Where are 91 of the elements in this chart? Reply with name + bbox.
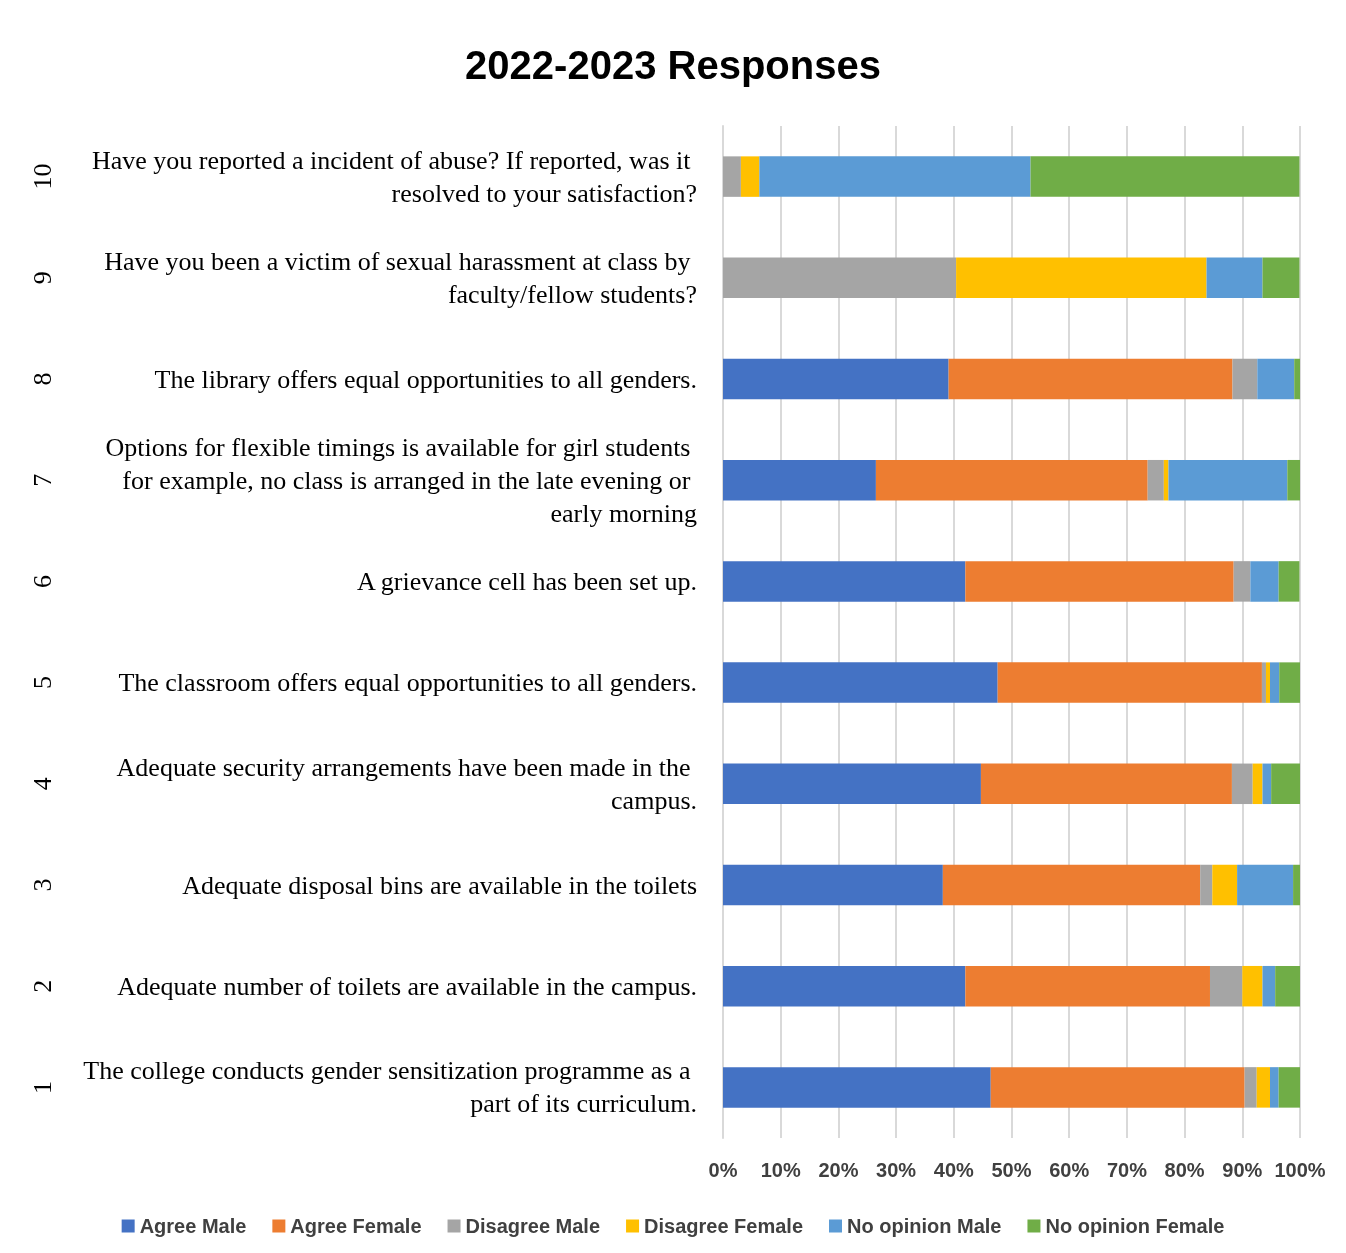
bar <box>1278 1067 1300 1108</box>
x-tick-label: 80% <box>1164 1159 1205 1181</box>
bar <box>723 763 981 805</box>
x-tick-label: 50% <box>991 1159 1032 1181</box>
text: 5 <box>27 676 57 690</box>
text: 3 <box>27 878 57 892</box>
bar <box>956 257 1207 299</box>
bar <box>1233 561 1251 602</box>
bar <box>1200 864 1213 906</box>
bar <box>942 864 1201 906</box>
y-tick-label: A grievance cell has been set up. <box>356 566 697 596</box>
legend-label: Agree Female <box>290 1215 422 1237</box>
bar <box>1262 763 1272 805</box>
x-tick-label: 90% <box>1222 1159 1263 1181</box>
bar <box>1257 358 1295 400</box>
bar <box>1209 965 1243 1007</box>
x-tick-label: 70% <box>1106 1159 1148 1181</box>
text: 9 <box>27 271 57 285</box>
y-tick-label: The library offers equal opportunities to all genders. <box>154 364 697 394</box>
bar <box>1278 561 1300 602</box>
bar <box>723 358 949 400</box>
bar <box>1287 459 1300 501</box>
bar <box>980 763 1232 805</box>
bar <box>1256 1067 1270 1108</box>
bar <box>1270 1067 1279 1108</box>
bar <box>990 1067 1245 1108</box>
bar <box>723 156 741 197</box>
bar <box>723 965 966 1007</box>
bar <box>1242 965 1263 1007</box>
x-tick-label: 0% <box>708 1159 738 1181</box>
bar <box>1294 358 1300 400</box>
bar <box>1270 662 1280 703</box>
text: 7 <box>27 473 57 487</box>
bar <box>723 561 966 602</box>
bar <box>1279 662 1300 703</box>
bar <box>1250 561 1279 602</box>
text: 1 <box>27 1080 57 1094</box>
bar <box>1232 358 1258 400</box>
bar <box>1244 1067 1257 1108</box>
x-tick-label: 40% <box>933 1159 975 1181</box>
x-tick-label: 20% <box>818 1159 859 1181</box>
bar <box>723 662 998 703</box>
legend-label: Disagree Female <box>644 1215 804 1237</box>
y-tick-label: The college conducts gender sensitization programme as a part of its curriculum. <box>83 1056 697 1119</box>
text: 6 <box>27 574 57 588</box>
x-tick-label: 30% <box>876 1159 917 1181</box>
y-tick-label: Adequate security arrangements have been made in the campus. <box>116 752 697 815</box>
text: 8 <box>27 372 57 386</box>
y-tick-label: Options for flexible timings is available for girl students for example, no class is arranged in the late evening or early morning <box>105 432 697 528</box>
x-tick-label: 10% <box>760 1159 801 1181</box>
bar <box>965 561 1234 602</box>
legend-label: No opinion Female <box>1045 1215 1225 1237</box>
bar <box>1262 257 1300 299</box>
y-tick-label: The classroom offers equal opportunities to all genders. <box>118 668 697 698</box>
legend-label: Agree Male <box>139 1215 247 1237</box>
bar <box>1168 459 1288 501</box>
bar <box>1293 864 1300 906</box>
bar <box>1212 864 1238 906</box>
text: 10 <box>27 163 57 190</box>
y-tick-label: Have you reported a incident of abuse? If reported, was it resolved to your satisfaction? <box>92 145 697 208</box>
bar <box>875 459 1148 501</box>
bar <box>948 358 1233 400</box>
text: 2 <box>27 979 57 993</box>
bar <box>997 662 1262 703</box>
bar <box>1237 864 1294 906</box>
bar <box>965 965 1210 1007</box>
bar <box>723 1067 991 1108</box>
bar <box>1252 763 1263 805</box>
bar <box>1275 965 1300 1007</box>
bar <box>1261 662 1266 703</box>
x-tick-label: 100% <box>1274 1159 1326 1181</box>
bar <box>1206 257 1263 299</box>
bar <box>1147 459 1164 501</box>
chart-title: 2022-2023 Responses <box>465 43 881 87</box>
bar <box>1271 763 1300 805</box>
y-tick-label: Adequate number of toilets are available in the campus. <box>117 971 697 1001</box>
bar <box>759 156 1031 197</box>
bar <box>740 156 760 197</box>
bar <box>723 864 943 906</box>
legend-label: No opinion Male <box>847 1215 1002 1237</box>
bar <box>1265 662 1270 703</box>
y-tick-label: Have you been a victim of sexual harassment at class by faculty/fellow students? <box>104 246 697 309</box>
bar <box>1030 156 1300 197</box>
bar <box>1231 763 1253 805</box>
legend-label: Disagree Male <box>465 1215 601 1237</box>
bar <box>723 257 957 299</box>
x-tick-label: 60% <box>1049 1159 1090 1181</box>
text: 4 <box>27 777 57 791</box>
bar <box>723 459 876 501</box>
bar <box>1262 965 1276 1007</box>
y-tick-label: Adequate disposal bins are available in the toilets <box>182 870 697 900</box>
